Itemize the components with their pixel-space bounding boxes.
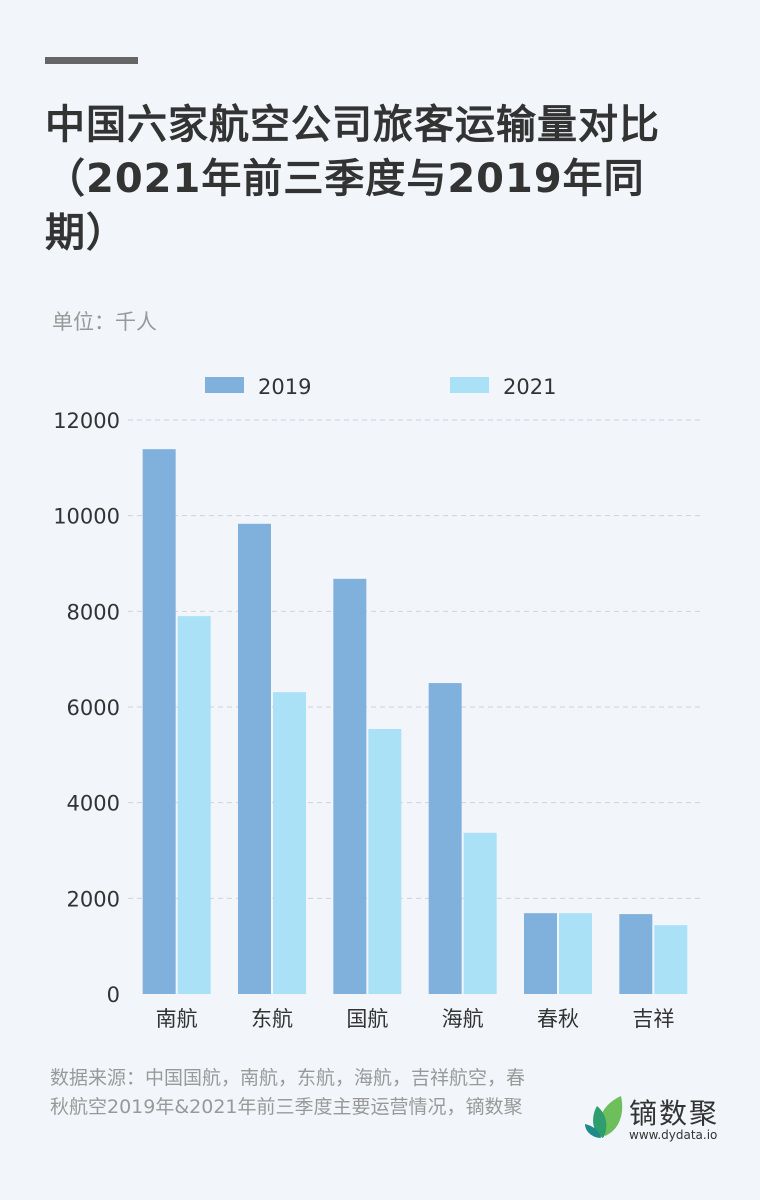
chart-title: 中国六家航空公司旅客运输量对比（2021年前三季度与2019年同期） (45, 102, 660, 256)
logo-url: www.dydata.io (629, 1128, 718, 1142)
bar-chart: 0 2000 4000 6000 8000 10000 12000 南航 东航 国航 海航 春秋 吉祥 2… (53, 375, 700, 1031)
bar-2021-海航 (463, 832, 497, 994)
bar-2021-吉祥 (654, 925, 688, 994)
y-tick-label: 6000 (67, 696, 120, 720)
brand-logo: 镝数聚 www.dydata.io (583, 1092, 733, 1142)
y-tick-label: 8000 (67, 600, 120, 624)
y-tick-label: 12000 (53, 409, 120, 433)
bar-2019-春秋 (524, 913, 557, 994)
unit-label: 单位：千人 (52, 310, 157, 334)
x-tick-label: 海航 (442, 1007, 484, 1031)
bar-2021-东航 (273, 692, 306, 994)
source-note: 数据来源：中国国航，南航，东航，海航，吉祥航空，春秋航空2019年&2021年前… (50, 1067, 526, 1118)
bar-2019-国航 (333, 578, 367, 994)
bar-2019-吉祥 (619, 914, 653, 994)
leaf-logo-icon (585, 1096, 623, 1138)
y-tick-label: 10000 (53, 505, 120, 529)
y-tick-label: 4000 (67, 792, 120, 816)
y-tick-label: 2000 (67, 887, 120, 911)
x-tick-label: 春秋 (537, 1007, 579, 1031)
y-tick-label: 0 (107, 983, 120, 1007)
x-tick-label: 国航 (346, 1007, 388, 1031)
legend-swatch-2021 (450, 377, 489, 393)
x-tick-label: 东航 (251, 1007, 293, 1031)
legend-swatch-2019 (205, 377, 244, 393)
bar-2021-国航 (368, 729, 402, 994)
bar-2019-南航 (142, 449, 176, 994)
logo-name: 镝数聚 (629, 1097, 720, 1130)
title-decoration-bar (45, 57, 138, 64)
bar-2019-东航 (238, 523, 271, 994)
bar-2019-海航 (428, 683, 462, 994)
legend-label: 2021 (503, 375, 556, 399)
bar-2021-春秋 (559, 913, 592, 994)
bar-2021-南航 (177, 616, 211, 994)
x-tick-label: 吉祥 (632, 1007, 674, 1031)
legend-label: 2019 (258, 375, 311, 399)
x-tick-label: 南航 (156, 1007, 198, 1031)
